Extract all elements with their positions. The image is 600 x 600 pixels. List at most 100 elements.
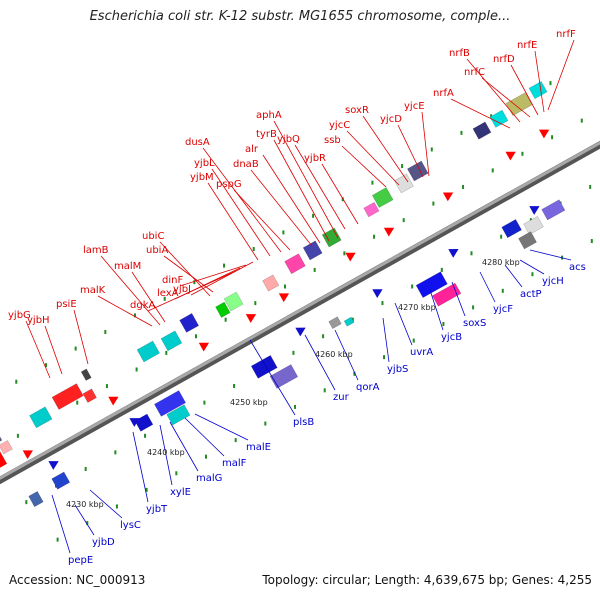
forward-gene-label-ubiA[interactable]: ubiA xyxy=(146,245,168,256)
forward-gene-label-yjbJ[interactable]: yjbJ xyxy=(173,284,191,295)
reverse-gene-label-yjbS[interactable]: yjbS xyxy=(387,364,408,375)
reverse-gene-label-yjbT[interactable]: yjbT xyxy=(146,504,168,515)
forward-gene-label-malM[interactable]: malM xyxy=(114,261,141,272)
reverse-gene-label-pepE[interactable]: pepE xyxy=(68,555,93,566)
reverse-gene-label-malG[interactable]: malG xyxy=(196,473,222,484)
lane-dot xyxy=(551,135,554,140)
forward-gene-label-alr[interactable]: alr xyxy=(245,144,259,155)
reverse-gene-label-malF[interactable]: malF xyxy=(222,458,247,469)
forward-gene-label-yjbL[interactable]: yjbL xyxy=(194,158,215,169)
forward-gene-label-aphA[interactable]: aphA xyxy=(256,110,282,121)
strand-arrow xyxy=(442,192,454,202)
gene-block xyxy=(518,231,537,250)
lane-dot xyxy=(74,346,77,351)
reverse-gene-label-zur[interactable]: zur xyxy=(333,392,350,403)
lane-dot xyxy=(402,218,405,223)
reverse-gene-label-yjbD[interactable]: yjbD xyxy=(92,537,115,548)
strand-arrow xyxy=(529,206,540,215)
lane-dot xyxy=(589,184,592,189)
gene-block xyxy=(371,187,394,208)
lane-dot xyxy=(351,317,354,322)
gene-block xyxy=(29,406,53,429)
gene-block xyxy=(363,201,380,218)
forward-gene-label-psiE[interactable]: psiE xyxy=(56,299,77,310)
reverse-gene-label-malE[interactable]: malE xyxy=(246,442,271,453)
position-ticks: 4230 kbp 4240 kbp 4250 kbp 4260 kbp 4270 kbp… xyxy=(66,258,520,509)
forward-gene-leader xyxy=(207,182,259,261)
reverse-gene-label-qorA[interactable]: qorA xyxy=(356,382,380,393)
gene-block xyxy=(0,440,13,455)
reverse-gene-label-lysC[interactable]: lysC xyxy=(120,520,141,531)
forward-gene-leader xyxy=(100,255,161,326)
reverse-gene-label-xylE[interactable]: xylE xyxy=(170,487,191,498)
gene-block xyxy=(489,109,509,128)
reverse-gene-label-actP[interactable]: actP xyxy=(520,289,542,300)
lane-dot xyxy=(254,301,257,306)
reverse-gene-leader xyxy=(169,421,199,472)
forward-gene-label-ssb[interactable]: ssb xyxy=(324,135,341,146)
forward-gene-label-soxR[interactable]: soxR xyxy=(345,105,369,116)
lane-dot xyxy=(76,400,79,405)
gene-blocks xyxy=(0,81,566,508)
lane-dot xyxy=(193,280,196,285)
forward-gene-label-yjbM[interactable]: yjbM xyxy=(190,172,214,183)
forward-gene-label-yjbG[interactable]: yjbG xyxy=(8,310,31,321)
forward-gene-label-nrfF[interactable]: nrfF xyxy=(556,29,576,40)
lane-dot xyxy=(292,350,295,355)
lane-dot xyxy=(84,466,87,471)
forward-gene-leader xyxy=(450,98,511,129)
forward-gene-label-yjbQ[interactable]: yjbQ xyxy=(277,134,300,145)
tick-label: 4270 kbp xyxy=(398,303,436,312)
forward-gene-label-yjcD[interactable]: yjcD xyxy=(380,114,402,125)
forward-gene-label-dusA[interactable]: dusA xyxy=(185,137,210,148)
lane-dot xyxy=(312,213,315,218)
strand-arrow xyxy=(22,450,33,460)
forward-gene-label-yjcC[interactable]: yjcC xyxy=(329,120,350,131)
forward-gene-leader xyxy=(294,144,346,230)
reverse-gene-leader xyxy=(89,489,123,519)
forward-gene-label-malK[interactable]: malK xyxy=(80,285,106,296)
forward-gene-label-nrfD[interactable]: nrfD xyxy=(493,54,515,65)
forward-gene-label-yjbR[interactable]: yjbR xyxy=(304,153,326,164)
forward-gene-label-nrfE[interactable]: nrfE xyxy=(517,40,537,51)
forward-gene-leader xyxy=(163,255,214,293)
gene-block xyxy=(223,291,244,312)
reverse-gene-label-yjcB[interactable]: yjcB xyxy=(441,332,462,343)
strand-arrow xyxy=(129,418,140,427)
gene-block xyxy=(501,219,522,239)
lane-dot xyxy=(590,239,593,244)
gene-block xyxy=(407,160,429,182)
gene-block xyxy=(160,330,183,352)
reverse-gene-label-acs[interactable]: acs xyxy=(569,262,586,273)
lane-dot xyxy=(134,313,137,318)
forward-gene-label-yjcE[interactable]: yjcE xyxy=(404,101,425,112)
forward-gene-label-pspG[interactable]: pspG xyxy=(216,179,242,190)
strand-arrow xyxy=(245,314,257,323)
gene-block xyxy=(215,301,231,318)
forward-gene-label-nrfC[interactable]: nrfC xyxy=(464,67,485,78)
forward-gene-label-lamB[interactable]: lamB xyxy=(83,245,109,256)
reverse-gene-label-soxS[interactable]: soxS xyxy=(463,318,486,329)
forward-gene-label-dinF[interactable]: dinF xyxy=(162,275,183,286)
gene-block xyxy=(541,199,566,221)
lane-dot xyxy=(233,384,236,389)
forward-gene-leader xyxy=(97,295,153,327)
reverse-gene-label-yjcH[interactable]: yjcH xyxy=(542,276,564,287)
forward-gene-label-tyrB[interactable]: tyrB xyxy=(256,129,277,140)
forward-gene-label-nrfB[interactable]: nrfB xyxy=(449,48,470,59)
reverse-gene-label-plsB[interactable]: plsB xyxy=(293,417,314,428)
chromosome-backbone xyxy=(0,140,600,485)
reverse-gene-label-uvrA[interactable]: uvrA xyxy=(410,347,433,358)
forward-gene-label-ubiC[interactable]: ubiC xyxy=(142,231,164,242)
forward-gene-label-yjbH[interactable]: yjbH xyxy=(27,315,50,326)
reverse-gene-label-yjcF[interactable]: yjcF xyxy=(493,304,513,315)
forward-gene-label-dgkA[interactable]: dgkA xyxy=(130,300,155,311)
reverse-gene-leader xyxy=(184,417,225,457)
forward-gene-label-dnaB[interactable]: dnaB xyxy=(233,159,259,170)
lane-dot xyxy=(472,305,475,310)
strand-arrow xyxy=(48,461,59,470)
lane-dot xyxy=(16,433,19,438)
forward-gene-label-nrfA[interactable]: nrfA xyxy=(433,88,454,99)
forward-gene-label-lexA[interactable]: lexA xyxy=(157,288,179,299)
